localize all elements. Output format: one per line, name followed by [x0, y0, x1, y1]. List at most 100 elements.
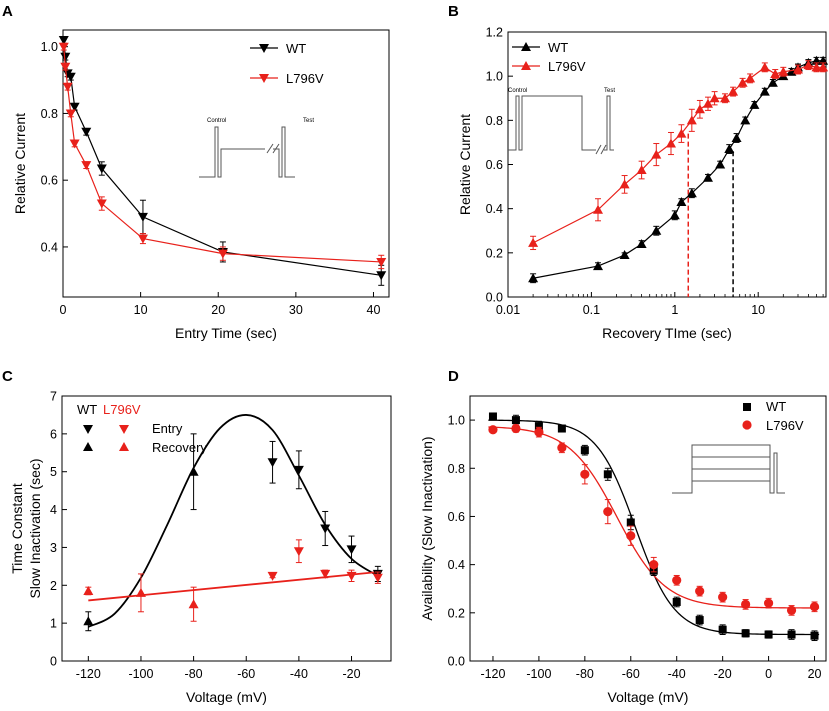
x-tick-label: 40	[367, 303, 381, 317]
data-point	[60, 62, 71, 72]
data-point	[626, 531, 636, 541]
legend-header-mut: L796V	[103, 402, 141, 417]
x-tick-label: 20	[808, 667, 822, 681]
y-tick-label: 4	[50, 503, 57, 517]
y-tick-label: 3	[50, 541, 57, 555]
data-point	[636, 165, 647, 175]
inset-label: Control	[508, 88, 527, 94]
data-point	[528, 273, 539, 283]
data-point	[694, 104, 705, 114]
y-axis-title: Time Constant	[9, 483, 25, 574]
data-point	[511, 416, 520, 425]
data-point	[534, 422, 543, 431]
y-tick-label: 0.4	[486, 202, 503, 216]
series-l796v	[528, 60, 829, 251]
y-tick-label: 1.0	[41, 40, 58, 54]
data-point	[651, 149, 662, 159]
legend-label: L796V	[766, 418, 804, 433]
fit-curve	[88, 571, 378, 602]
legend-label: Entry	[152, 421, 183, 436]
data-point	[715, 159, 726, 169]
x-tick-label: -120	[76, 667, 101, 681]
x-tick-label: 0.1	[583, 303, 600, 317]
data-point	[603, 470, 612, 479]
y-tick-label: 0	[50, 655, 57, 669]
y-tick-label: 0.6	[41, 174, 58, 188]
x-tick-label: -80	[576, 667, 594, 681]
series-wt-recovery	[83, 433, 199, 632]
data-point	[188, 466, 199, 476]
data-point	[770, 68, 781, 78]
data-point	[293, 465, 304, 475]
fit-curve	[488, 426, 820, 609]
data-point	[636, 239, 647, 248]
data-point	[81, 127, 92, 137]
legend-marker	[83, 425, 93, 434]
data-point	[731, 133, 742, 142]
data-point	[65, 109, 76, 119]
data-point	[720, 93, 731, 103]
data-point	[83, 585, 94, 595]
data-point	[267, 571, 278, 581]
data-point	[728, 86, 739, 96]
x-tick-label: -100	[526, 667, 551, 681]
series-wt-entry	[267, 440, 383, 582]
data-point	[818, 62, 829, 72]
data-point	[787, 630, 796, 639]
data-point	[62, 82, 73, 92]
data-point	[786, 605, 797, 616]
y-tick-label: 0.2	[448, 606, 465, 620]
y-tick-label: 6	[50, 427, 57, 441]
legend-label: WT	[766, 399, 786, 414]
series-line	[63, 39, 382, 276]
data-point	[188, 599, 199, 609]
x-tick-label: -40	[290, 667, 308, 681]
x-tick-label: 0	[765, 667, 772, 681]
data-point	[649, 560, 659, 570]
series-line	[532, 64, 824, 244]
panel-d: D -120 -100 -80 -60 -40 -20 0 20 0.0 0.2 0.4 0.6 0.8 1…	[419, 368, 827, 705]
data-point	[320, 524, 331, 534]
data-point	[83, 616, 94, 626]
y-tick-label: 0.0	[448, 655, 465, 669]
legend-label: WT	[548, 40, 568, 55]
data-point	[749, 99, 760, 109]
inset-label: Test	[303, 118, 314, 124]
data-point	[528, 237, 539, 247]
legend-label: Recovery	[152, 440, 207, 455]
y-tick-label: 5	[50, 465, 57, 479]
data-point	[81, 161, 92, 171]
plot-frame	[62, 29, 390, 298]
data-point	[672, 597, 681, 606]
data-point	[792, 64, 803, 74]
legend-label: L796V	[548, 59, 586, 74]
data-point	[69, 139, 80, 149]
x-tick-label: 1	[671, 303, 678, 317]
data-point	[741, 599, 751, 609]
legend-marker	[743, 403, 751, 411]
y-tick-label: 1.0	[448, 414, 465, 428]
data-point	[320, 569, 331, 579]
data-point	[58, 42, 69, 52]
data-point	[557, 424, 566, 433]
data-point	[626, 518, 635, 527]
break-mark	[600, 144, 607, 155]
legend-marker	[259, 44, 269, 53]
data-point	[137, 212, 148, 222]
legend-marker	[742, 420, 752, 430]
data-point	[763, 598, 774, 608]
panel-a: A 0 10 20 30 40 0.4 0.6 0.8 1.0 Entry Time (sec) Re…	[2, 3, 390, 341]
data-point	[376, 271, 387, 281]
inset-label: Test	[604, 88, 615, 94]
x-axis-title: Voltage (mV)	[186, 689, 267, 705]
protocol-trace	[199, 126, 295, 178]
data-point	[488, 412, 497, 421]
data-point	[376, 257, 387, 267]
data-point	[511, 423, 521, 434]
data-point	[676, 197, 687, 207]
data-point	[58, 36, 69, 46]
x-tick-label: -80	[185, 667, 203, 681]
data-point	[803, 60, 814, 70]
data-point	[593, 204, 604, 214]
plot-frame	[61, 395, 392, 662]
